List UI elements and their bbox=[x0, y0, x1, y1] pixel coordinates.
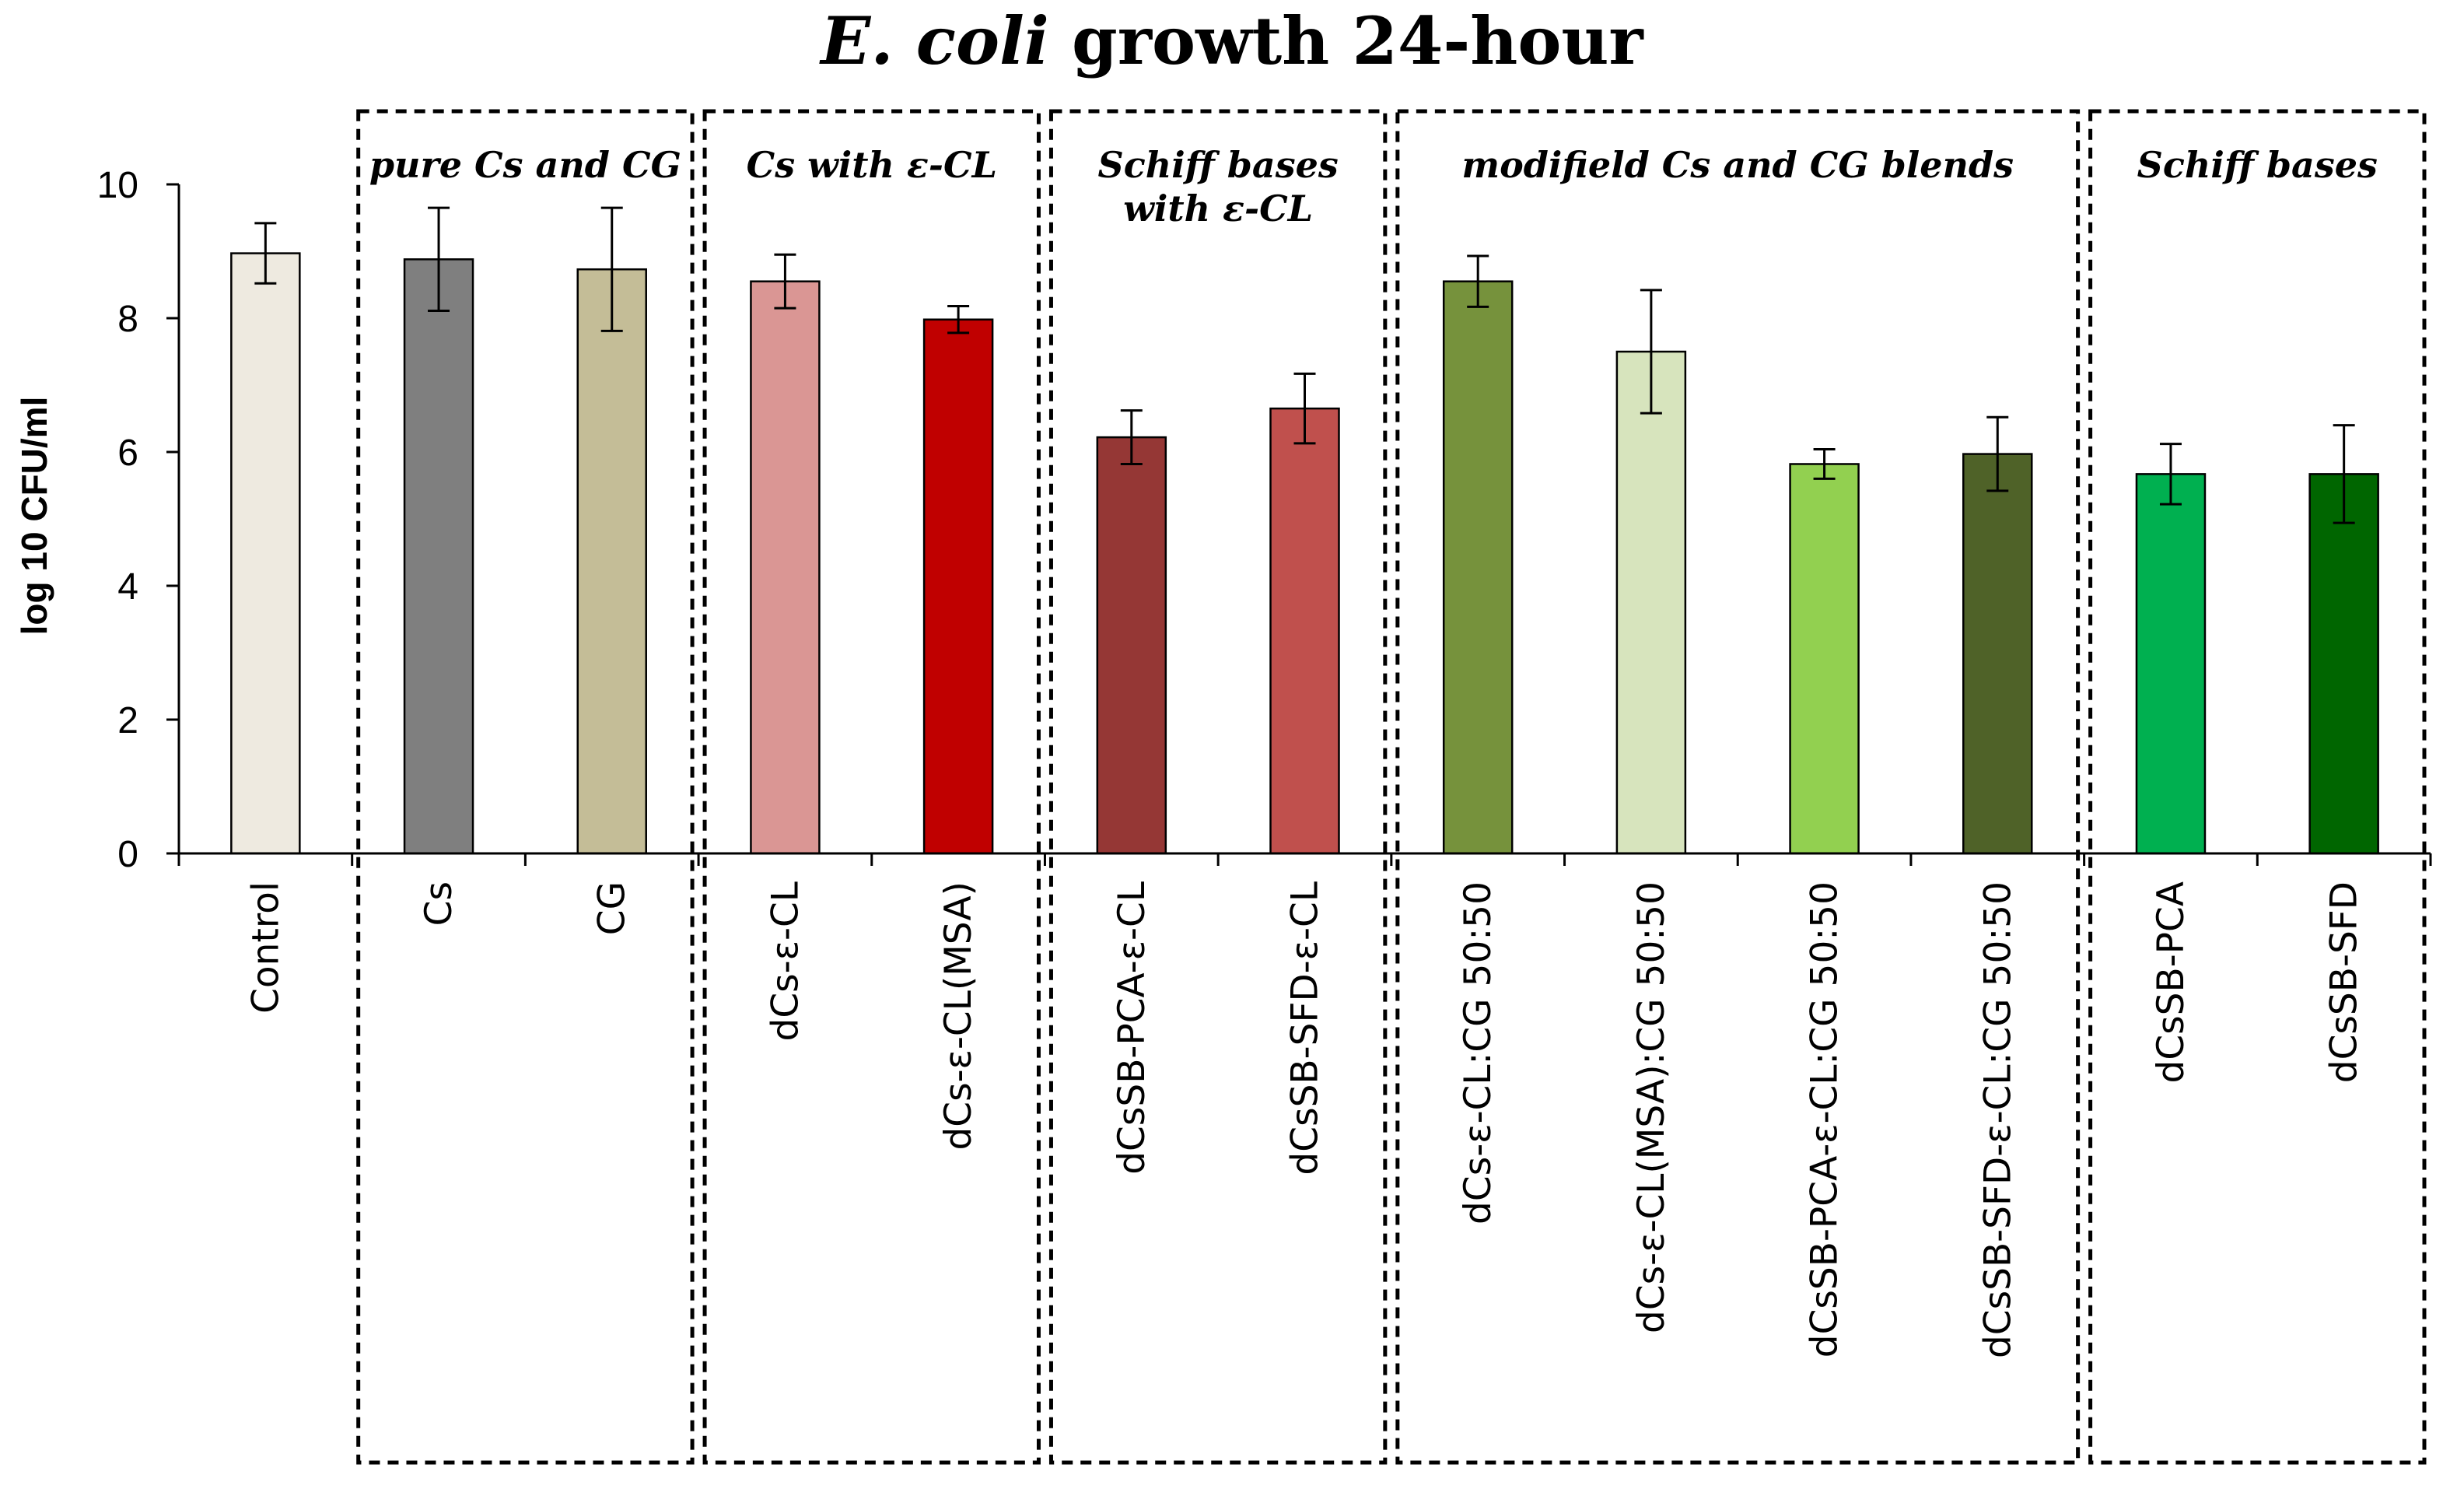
group-label-2-line-1: Cs with ε-CL bbox=[747, 144, 997, 186]
y-axis-label: log 10 CFU/ml bbox=[14, 397, 54, 636]
axes bbox=[177, 184, 2432, 866]
category-label-dcssb-sfd-cl-cg-50-50: dCsSB-SFD-ε-CL:CG 50:50 bbox=[1976, 881, 2019, 1358]
y-tick-label-0: 0 bbox=[117, 834, 138, 875]
chart-title-rest: growth 24-hour bbox=[1049, 2, 1645, 79]
group-box-1 bbox=[356, 109, 695, 1465]
group-boxes: pure Cs and CG Cs with ε-CL Schiff baseswi… bbox=[356, 109, 2427, 1465]
category-label-dcs-cl-msa-cg-50-50: dCs-ε-CL(MSA):CG 50:50 bbox=[1630, 881, 1673, 1333]
bar-dcs-cl-cg-50-50 bbox=[1442, 280, 1514, 855]
chart-title-italic: E. coli bbox=[819, 2, 1049, 79]
group-label-3-line-2: with ε-CL bbox=[1123, 187, 1313, 229]
bars bbox=[230, 252, 2379, 855]
category-label-cs: Cs bbox=[418, 881, 460, 926]
category-label-cg: CG bbox=[591, 881, 634, 935]
category-label-dcs-cl-msa: dCs-ε-CL(MSA) bbox=[937, 881, 980, 1151]
category-label-dcssb-pca-cl-cg-50-50: dCsSB-PCA-ε-CL:CG 50:50 bbox=[1804, 881, 1846, 1358]
bar-dcs-cl-msa-cg-50-50 bbox=[1615, 350, 1687, 855]
bar-cg bbox=[576, 268, 647, 855]
group-box-2 bbox=[702, 109, 1041, 1465]
bar-dcssb-sfd-cl bbox=[1269, 407, 1340, 855]
error-bar-dcs-cl-cg-50-50 bbox=[1467, 254, 1489, 308]
error-bar-dcs-cl-msa bbox=[947, 305, 970, 335]
y-tick-label-8: 8 bbox=[117, 299, 138, 340]
error-bar-dcssb-sfd-cl bbox=[1293, 372, 1316, 445]
group-box-5 bbox=[2088, 109, 2427, 1465]
bar-dcssb-sfd bbox=[2308, 473, 2379, 855]
category-label-dcssb-pca: dCsSB-PCA bbox=[2150, 881, 2193, 1084]
group-label-5-line-1: Schiff bases bbox=[2137, 144, 2378, 186]
category-label-dcs-cl-cg-50-50: dCs-ε-CL:CG 50:50 bbox=[1457, 881, 1500, 1224]
error-bar-dcs-cl-msa-cg-50-50 bbox=[1640, 289, 1662, 415]
y-tick-labels: 0 2 4 6 8 10 bbox=[97, 165, 179, 875]
y-tick-label-2: 2 bbox=[117, 700, 138, 741]
error-bar-cs bbox=[428, 206, 450, 313]
group-label-3-line-1: Schiff bases bbox=[1098, 144, 1339, 186]
chart-title: E. coli growth 24-hour bbox=[819, 2, 1644, 79]
bar-dcs-cl bbox=[750, 280, 821, 855]
category-label-dcssb-sfd: dCsSB-SFD bbox=[2323, 881, 2366, 1083]
error-bar-dcssb-pca bbox=[2159, 443, 2182, 506]
bar-dcs-cl-msa bbox=[922, 318, 994, 855]
y-tick-label-4: 4 bbox=[117, 566, 138, 608]
category-label-dcs-cl: dCs-ε-CL bbox=[764, 881, 807, 1041]
bar-cs bbox=[403, 258, 474, 855]
category-labels: Control Cs CG dCs-ε-CL dCs-ε-CL(MSA) dCsSB-PC… bbox=[244, 881, 2365, 1358]
y-tick-label-6: 6 bbox=[117, 433, 138, 474]
error-bar-dcssb-pca-cl-cg-50-50 bbox=[1813, 448, 1836, 480]
error-bars bbox=[254, 206, 2355, 524]
error-bar-dcs-cl bbox=[774, 253, 796, 310]
group-box-3 bbox=[1048, 109, 1388, 1465]
bar-dcssb-sfd-cl-cg-50-50 bbox=[1962, 453, 2033, 855]
error-bar-dcssb-pca-cl bbox=[1120, 409, 1143, 465]
y-tick-label-10: 10 bbox=[97, 165, 138, 206]
group-label-1-line-1: pure Cs and CG bbox=[369, 144, 681, 186]
group-label-4-line-1: modifield Cs and CG blends bbox=[1461, 144, 2014, 186]
bar-dcssb-pca bbox=[2135, 473, 2207, 855]
bar-dcssb-pca-cl bbox=[1096, 436, 1167, 855]
error-bar-cg bbox=[600, 206, 623, 332]
category-label-dcssb-sfd-cl: dCsSB-SFD-ε-CL bbox=[1284, 881, 1327, 1175]
bar-control bbox=[230, 252, 301, 855]
error-bar-dcssb-sfd-cl-cg-50-50 bbox=[1986, 415, 2009, 492]
error-bar-control bbox=[254, 222, 277, 285]
error-bar-dcssb-sfd bbox=[2333, 424, 2355, 524]
group-box-4 bbox=[1395, 109, 2081, 1465]
bar-dcssb-pca-cl-cg-50-50 bbox=[1789, 463, 1860, 855]
category-label-control: Control bbox=[244, 881, 287, 1014]
category-label-dcssb-pca-cl: dCsSB-PCA-ε-CL bbox=[1111, 881, 1153, 1175]
